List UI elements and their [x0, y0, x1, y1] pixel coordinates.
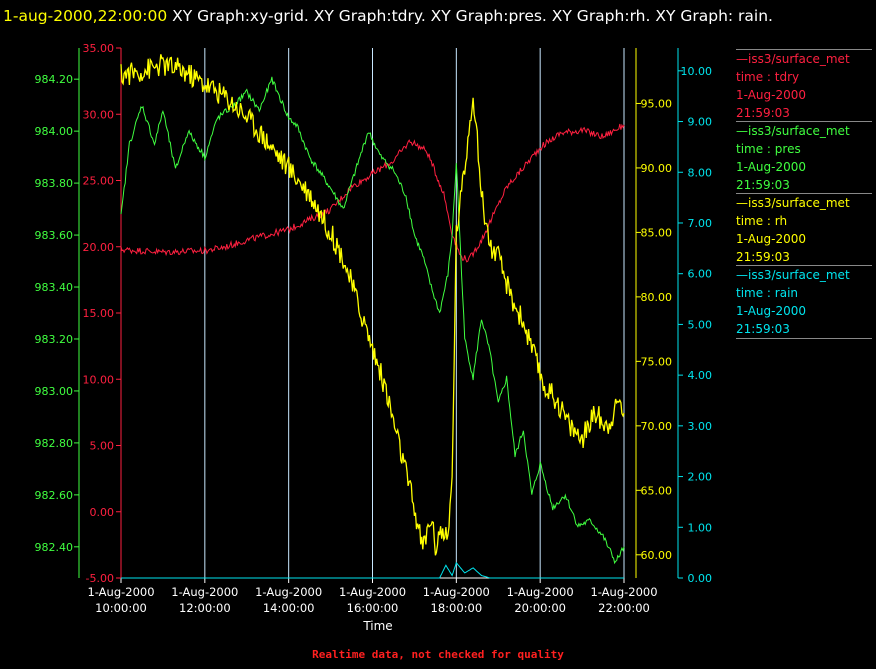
tdry-tick-label: 20.00: [83, 241, 115, 254]
x-tick-label-time: 22:00:00: [598, 601, 650, 615]
rain-tick-label: 0.00: [688, 572, 713, 585]
x-tick-label-date: 1-Aug-2000: [423, 585, 490, 599]
rain-tick-label: 1.00: [688, 521, 713, 534]
rh-tick-label: 60.00: [641, 549, 673, 562]
legend-time: 21:59:03: [736, 178, 790, 192]
legend-series-name: —iss3/surface_met: [736, 124, 850, 138]
tdry-tick-label: 35.00: [83, 42, 115, 55]
rain-tick-label: 7.00: [688, 217, 713, 230]
legend-entry-rain: —iss3/surface_met time : rain 1-Aug-2000…: [736, 265, 876, 339]
rain-tick-label: 10.00: [681, 65, 713, 78]
series-line-tdry: [120, 123, 625, 263]
x-axis-label: Time: [362, 619, 392, 633]
tdry-tick-label: 30.00: [83, 108, 115, 121]
legend-variable: time : rain: [736, 286, 799, 300]
tdry-tick-label: 0.00: [90, 506, 115, 519]
rain-tick-label: 6.00: [688, 268, 713, 281]
rh-tick-label: 65.00: [641, 484, 673, 497]
legend-series-name: —iss3/surface_met: [736, 52, 850, 66]
x-tick-label-date: 1-Aug-2000: [171, 585, 238, 599]
pres-tick-label: 982.80: [35, 437, 74, 450]
tdry-tick-label: -5.00: [86, 572, 114, 585]
legend-entry-tdry: —iss3/surface_met time : tdry 1-Aug-2000…: [736, 49, 876, 122]
rain-tick-label: 8.00: [688, 166, 713, 179]
legend-separator: [736, 338, 872, 339]
x-tick-label-time: 14:00:00: [263, 601, 315, 615]
x-tick-label-time: 12:00:00: [179, 601, 231, 615]
pres-tick-label: 984.00: [35, 125, 74, 138]
legend-time: 21:59:03: [736, 322, 790, 336]
legend-time: 21:59:03: [736, 106, 790, 120]
pres-tick-label: 982.60: [35, 489, 74, 502]
legend-variable: time : rh: [736, 214, 788, 228]
legend-line-marker: —: [736, 268, 748, 282]
legend-variable: time : tdry: [736, 70, 800, 84]
legend-line-marker: —: [736, 196, 748, 210]
legend-series-name: —iss3/surface_met: [736, 268, 850, 282]
rh-tick-label: 75.00: [641, 355, 673, 368]
title-date: 1-aug-2000,22:00:00: [3, 7, 168, 25]
rh-tick-label: 95.00: [641, 97, 673, 110]
rain-tick-label: 5.00: [688, 318, 713, 331]
tdry-tick-label: 5.00: [90, 440, 115, 453]
series-line-rain: [121, 561, 624, 579]
x-tick-label-time: 20:00:00: [514, 601, 566, 615]
pres-tick-label: 983.40: [35, 281, 74, 294]
legend-date: 1-Aug-2000: [736, 304, 807, 318]
legend-separator: [736, 49, 872, 50]
rh-tick-label: 90.00: [641, 162, 673, 175]
legend-line-marker: —: [736, 124, 748, 138]
title-bar: 1-aug-2000,22:00:00 XY Graph:xy-grid. XY…: [3, 3, 863, 30]
legend-variable: time : pres: [736, 142, 801, 156]
tdry-tick-label: 15.00: [83, 307, 115, 320]
rain-tick-label: 2.00: [688, 471, 713, 484]
tdry-tick-label: 25.00: [83, 175, 115, 188]
rh-tick-label: 70.00: [641, 420, 673, 433]
rh-tick-label: 85.00: [641, 226, 673, 239]
legend-time: 21:59:03: [736, 250, 790, 264]
legend-separator: [736, 265, 872, 266]
pres-tick-label: 983.60: [35, 229, 74, 242]
pres-tick-label: 982.40: [35, 541, 74, 554]
x-tick-label-date: 1-Aug-2000: [255, 585, 322, 599]
x-tick-label-date: 1-Aug-2000: [339, 585, 406, 599]
pres-tick-label: 984.20: [35, 73, 74, 86]
legend-date: 1-Aug-2000: [736, 88, 807, 102]
x-tick-label-time: 10:00:00: [95, 601, 147, 615]
rh-tick-label: 80.00: [641, 291, 673, 304]
x-tick-label-time: 18:00:00: [431, 601, 483, 615]
x-tick-label-time: 16:00:00: [347, 601, 399, 615]
pres-tick-label: 983.80: [35, 177, 74, 190]
legend-entry-pres: —iss3/surface_met time : pres 1-Aug-2000…: [736, 121, 876, 194]
pres-tick-label: 983.20: [35, 333, 74, 346]
x-tick-label-date: 1-Aug-2000: [87, 585, 154, 599]
legend-entry-rh: —iss3/surface_met time : rh 1-Aug-2000 2…: [736, 193, 876, 266]
quality-notice: Realtime data, not checked for quality: [312, 648, 564, 661]
x-tick-label-date: 1-Aug-2000: [590, 585, 657, 599]
rain-tick-label: 9.00: [688, 116, 713, 129]
legend-separator: [736, 193, 872, 194]
legend-series-name: —iss3/surface_met: [736, 196, 850, 210]
pres-tick-label: 983.00: [35, 385, 74, 398]
series-line-pres: [120, 76, 625, 565]
legend-date: 1-Aug-2000: [736, 160, 807, 174]
legend-date: 1-Aug-2000: [736, 232, 807, 246]
rain-tick-label: 3.00: [688, 420, 713, 433]
title-graph-list: XY Graph:xy-grid. XY Graph:tdry. XY Grap…: [167, 7, 773, 25]
legend-separator: [736, 121, 872, 122]
x-tick-label-date: 1-Aug-2000: [507, 585, 574, 599]
rain-tick-label: 4.00: [688, 369, 713, 382]
tdry-tick-label: 10.00: [83, 373, 115, 386]
series-line-rh: [120, 54, 625, 556]
legend-line-marker: —: [736, 52, 748, 66]
